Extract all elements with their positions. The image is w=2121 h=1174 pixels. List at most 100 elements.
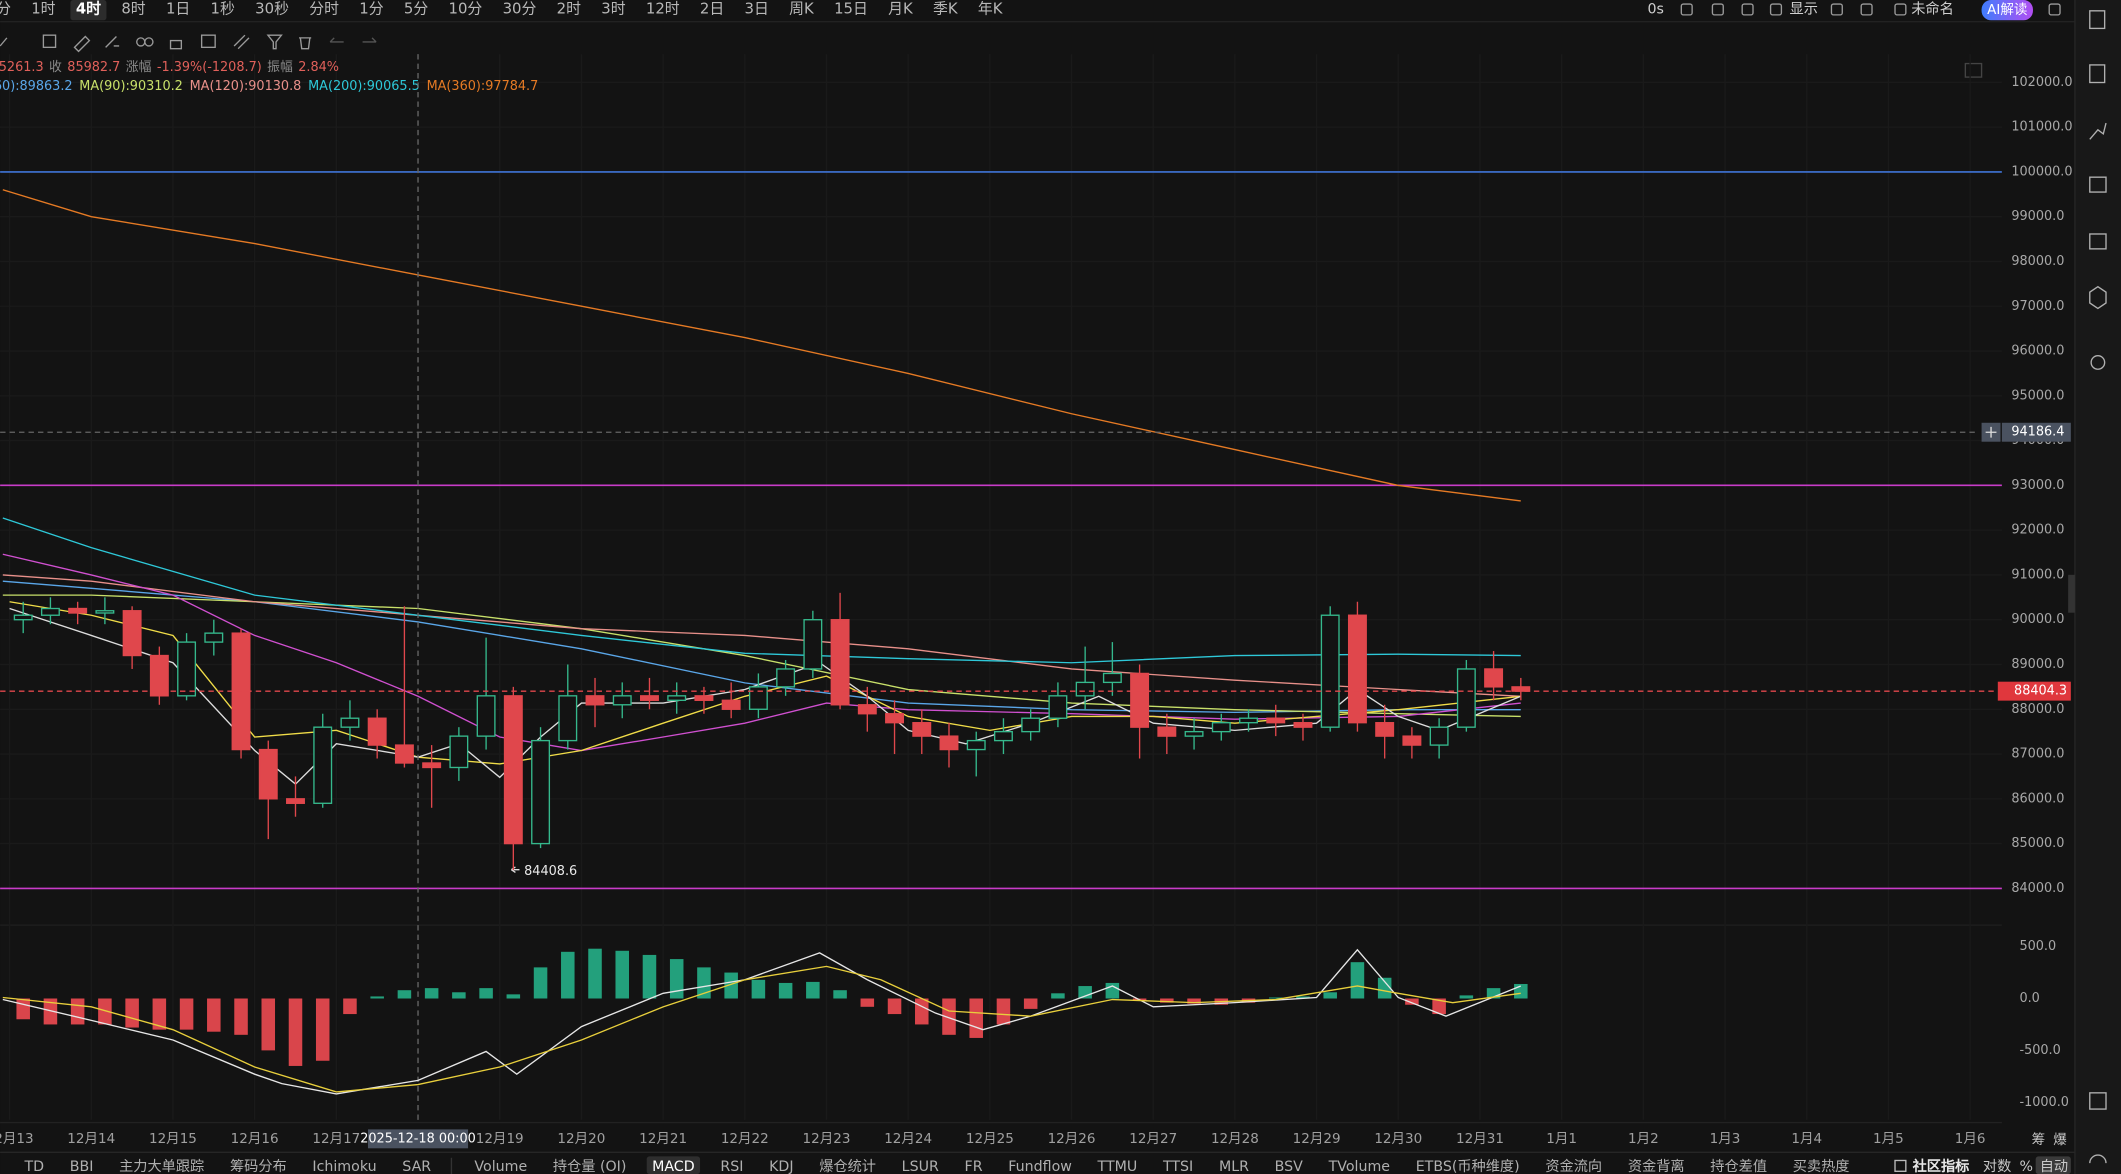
sidebar-icon[interactable] bbox=[2089, 122, 2107, 140]
candle-body bbox=[993, 730, 1013, 742]
tool-icon[interactable] bbox=[144, 37, 154, 47]
indicator-tab[interactable]: TVolume bbox=[1328, 1159, 1390, 1174]
macd-line bbox=[2, 948, 1522, 1095]
interval-button[interactable]: 1分 bbox=[359, 0, 383, 17]
interval-button[interactable]: 1秒 bbox=[211, 0, 235, 17]
interval-button[interactable]: 2日 bbox=[700, 0, 724, 17]
indicator-tab[interactable]: MACD bbox=[652, 1159, 695, 1174]
indicator-tab[interactable]: MLR bbox=[1219, 1159, 1249, 1174]
toolbar-icon[interactable] bbox=[1769, 3, 1783, 16]
indicator-tab[interactable]: Fundflow bbox=[1008, 1159, 1072, 1174]
tool-icon[interactable] bbox=[73, 35, 91, 53]
indicator-tab[interactable]: TTSI bbox=[1162, 1159, 1193, 1174]
y-tick-label: -1000.0 bbox=[2019, 1095, 2069, 1110]
tool-icon[interactable] bbox=[329, 37, 344, 43]
indicator-tab[interactable]: BBI bbox=[70, 1159, 94, 1174]
sidebar-icon[interactable] bbox=[2089, 285, 2107, 310]
indicator-tab[interactable]: 主力大单跟踪 bbox=[119, 1159, 204, 1174]
tool-icon[interactable] bbox=[233, 34, 250, 50]
candle-body bbox=[558, 695, 578, 742]
tool-icon[interactable] bbox=[266, 34, 283, 50]
interval-button[interactable]: 8时 bbox=[121, 0, 145, 17]
tool-icon[interactable] bbox=[200, 34, 216, 49]
indicator-tab[interactable]: KDJ bbox=[769, 1159, 793, 1174]
indicator-tab[interactable]: 持仓差值 bbox=[1710, 1159, 1767, 1174]
interval-button[interactable]: 月K bbox=[888, 0, 914, 17]
y-tick-label: 98000.0 bbox=[2011, 254, 2064, 269]
toolbar-icon[interactable] bbox=[1741, 3, 1754, 16]
toolbar-icon[interactable] bbox=[1860, 3, 1873, 16]
indicator-tab[interactable]: RSI bbox=[720, 1159, 743, 1174]
indicator-tab[interactable]: LSUR bbox=[902, 1159, 939, 1174]
indicator-tab[interactable]: 资金背离 bbox=[1628, 1158, 1685, 1174]
indicator-tab[interactable]: FR bbox=[965, 1159, 983, 1174]
toolbar-icon[interactable] bbox=[1680, 3, 1693, 16]
sidebar-icons[interactable] bbox=[2089, 10, 2107, 1164]
tool-icon[interactable] bbox=[42, 34, 57, 49]
interval-button[interactable]: 年K bbox=[978, 0, 1004, 17]
macd-bar bbox=[234, 998, 248, 1035]
expand-icon[interactable] bbox=[1964, 62, 1983, 78]
interval-button[interactable]: 1时 bbox=[31, 0, 55, 17]
sidebar-icon[interactable] bbox=[2089, 10, 2106, 30]
toolbar-button[interactable]: 显示 bbox=[1790, 1, 1818, 17]
indicator-tab[interactable]: Volume bbox=[474, 1159, 527, 1174]
interval-button[interactable]: 3时 bbox=[601, 0, 625, 17]
tab-control[interactable]: 对数 bbox=[1983, 1159, 2011, 1174]
toolbar-icon[interactable] bbox=[2048, 3, 2061, 16]
sidebar-icon[interactable] bbox=[2089, 233, 2107, 250]
tool-icon[interactable] bbox=[362, 37, 377, 43]
interval-button[interactable]: 3日 bbox=[745, 0, 769, 17]
toolbar-button[interactable]: 未命名 bbox=[1911, 0, 1954, 17]
collapse-handle[interactable] bbox=[2068, 574, 2075, 613]
sidebar-icon[interactable] bbox=[2089, 176, 2107, 193]
indicator-tab[interactable]: 筹码分布 bbox=[230, 1158, 287, 1174]
indicator-tab[interactable]: TD bbox=[23, 1159, 44, 1174]
ai-button-bg[interactable] bbox=[1981, 0, 2033, 21]
tool-icon[interactable] bbox=[299, 37, 312, 50]
sidebar-icon[interactable] bbox=[2089, 1154, 2107, 1164]
indicator-tab[interactable]: Ichimoku bbox=[312, 1159, 376, 1174]
tab-control[interactable]: 社区指标 bbox=[1912, 1158, 1970, 1174]
indicator-tab[interactable]: 爆仓统计 bbox=[819, 1159, 876, 1174]
interval-button[interactable]: 周K bbox=[789, 0, 815, 17]
sidebar-icon[interactable] bbox=[2089, 1092, 2107, 1110]
interval-button[interactable]: 30秒 bbox=[255, 0, 289, 17]
interval-button[interactable]: 10分 bbox=[448, 0, 482, 17]
sidebar-icon[interactable] bbox=[2090, 355, 2106, 370]
axis-extra[interactable]: 筹 bbox=[2032, 1131, 2046, 1148]
drawing-tools[interactable] bbox=[0, 34, 377, 53]
indicator-tab[interactable]: BSV bbox=[1275, 1159, 1303, 1174]
interval-button[interactable]: 15日 bbox=[834, 0, 868, 17]
interval-button[interactable]: 分时 bbox=[309, 0, 339, 17]
tab-control[interactable]: % bbox=[2019, 1159, 2032, 1174]
toolbar-button[interactable]: 0s bbox=[1648, 1, 1664, 17]
indicator-tab[interactable]: 资金流向 bbox=[1545, 1159, 1602, 1174]
indicator-tab[interactable]: 持仓量 (OI) bbox=[553, 1159, 626, 1174]
candle-body bbox=[912, 722, 932, 737]
sidebar-icon[interactable] bbox=[2089, 64, 2106, 84]
interval-button[interactable]: 2时 bbox=[557, 0, 581, 17]
interval-button[interactable]: 30分 bbox=[503, 0, 537, 17]
indicator-tab[interactable]: SAR bbox=[402, 1159, 431, 1174]
indicator-tab[interactable]: TTMU bbox=[1097, 1159, 1138, 1174]
tab-control[interactable]: 自动 bbox=[2040, 1159, 2068, 1174]
toolbar-icon[interactable] bbox=[1894, 3, 1907, 16]
interval-button[interactable]: 5分 bbox=[404, 0, 428, 17]
candle-body bbox=[1456, 668, 1476, 728]
indicator-tab[interactable]: ETBS(币种维度) bbox=[1416, 1159, 1520, 1174]
indicator-tab[interactable]: 买卖热度 bbox=[1793, 1159, 1850, 1174]
interval-button[interactable]: 4时 bbox=[76, 0, 101, 17]
toolbar-icon[interactable] bbox=[1830, 3, 1843, 16]
axis-extra[interactable]: 爆 bbox=[2053, 1132, 2067, 1148]
toolbar-icon[interactable] bbox=[1711, 3, 1724, 16]
tool-icon[interactable] bbox=[0, 37, 8, 47]
tool-icon[interactable] bbox=[105, 36, 120, 48]
tool-icon[interactable] bbox=[169, 39, 183, 50]
interval-button[interactable]: 分 bbox=[0, 0, 11, 17]
ai-button[interactable]: AI解读 bbox=[1987, 2, 2027, 18]
interval-button[interactable]: 季K bbox=[933, 0, 959, 17]
interval-button[interactable]: 1日 bbox=[166, 0, 190, 17]
interval-button[interactable]: 12时 bbox=[646, 0, 680, 17]
candle-body bbox=[1048, 695, 1068, 719]
